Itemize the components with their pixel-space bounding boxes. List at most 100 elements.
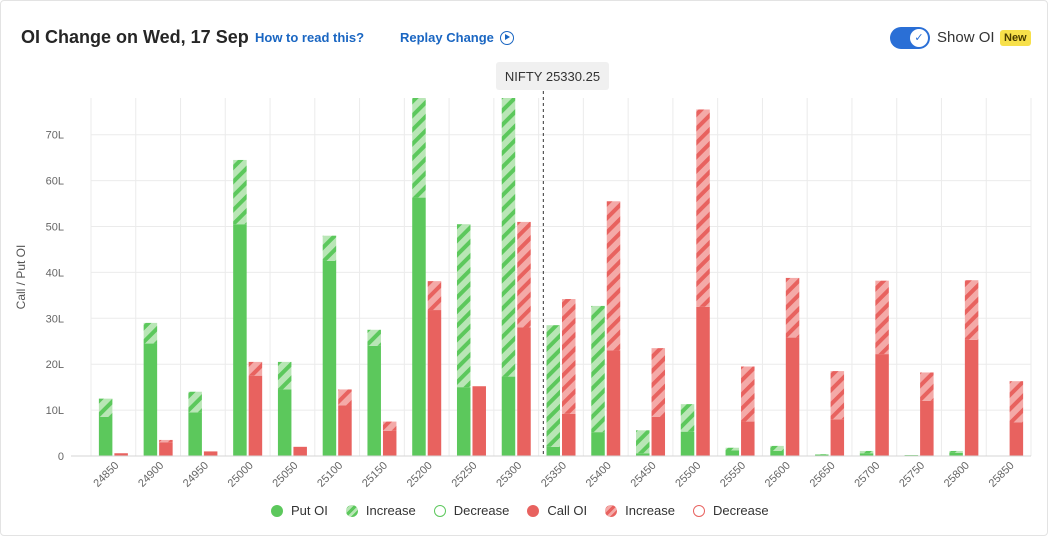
call-increase-segment[interactable] <box>248 361 263 376</box>
call-oi-bar[interactable] <box>427 310 442 456</box>
put-increase-segment[interactable] <box>367 329 381 346</box>
call-increase-segment[interactable] <box>741 366 755 422</box>
put-increase-segment[interactable] <box>277 361 292 390</box>
put-increase-segment[interactable] <box>456 224 471 388</box>
call-oi-bar[interactable] <box>785 337 800 456</box>
put-increase-segment[interactable] <box>546 325 561 447</box>
put-increase-segment[interactable] <box>680 404 695 432</box>
put-increase-segment[interactable] <box>770 445 784 451</box>
put-oi-bar[interactable] <box>98 416 113 456</box>
put-increase-segment[interactable] <box>501 98 516 377</box>
call-oi-bar[interactable] <box>472 386 486 456</box>
call-oi-bar[interactable] <box>875 354 889 456</box>
put-oi-bar[interactable] <box>636 453 650 456</box>
legend-item-call-solid[interactable]: Call OI <box>527 503 587 518</box>
chart-title: OI Change on Wed, 17 Sep <box>21 27 249 47</box>
put-increase-segment[interactable] <box>143 322 158 344</box>
put-increase-segment[interactable] <box>859 450 874 454</box>
put-oi-bar[interactable] <box>143 343 158 456</box>
x-tick-label: 25050 <box>270 460 300 490</box>
show-oi-toggle[interactable]: ✓ <box>890 27 930 49</box>
call-oi-bar[interactable] <box>830 419 845 456</box>
how-to-read-link[interactable]: How to read this? <box>255 30 365 45</box>
call-oi-bar[interactable] <box>1009 422 1024 456</box>
call-increase-segment[interactable] <box>606 201 621 351</box>
x-tick-label: 25500 <box>673 460 703 490</box>
legend-item-call-increase[interactable]: Increase <box>605 503 675 518</box>
put-increase-segment[interactable] <box>322 235 337 261</box>
x-tick-label: 25200 <box>405 460 435 490</box>
call-oi-bar[interactable] <box>517 327 531 456</box>
call-increase-segment[interactable] <box>830 371 845 420</box>
call-oi-bar[interactable] <box>114 453 128 456</box>
show-oi-label: Show OI <box>937 29 995 46</box>
put-oi-bar[interactable] <box>949 452 963 456</box>
call-increase-segment[interactable] <box>651 348 666 417</box>
call-oi-bar[interactable] <box>606 350 621 456</box>
call-increase-segment[interactable] <box>517 221 531 328</box>
call-oi-bar[interactable] <box>248 375 263 456</box>
put-oi-bar[interactable] <box>412 197 426 456</box>
y-tick-label: 20L <box>46 359 64 371</box>
put-increase-segment[interactable] <box>412 98 426 198</box>
put-oi-bar[interactable] <box>546 446 561 456</box>
call-increase-segment[interactable] <box>964 280 979 340</box>
call-increase-segment[interactable] <box>427 281 442 311</box>
put-oi-bar[interactable] <box>859 453 874 456</box>
x-tick-label: 25300 <box>494 460 524 490</box>
put-increase-segment[interactable] <box>949 450 963 453</box>
put-oi-bar[interactable] <box>277 389 292 456</box>
call-increase-segment[interactable] <box>338 389 352 406</box>
call-oi-bar[interactable] <box>964 339 979 456</box>
put-oi-bar[interactable] <box>367 345 381 456</box>
put-increase-segment[interactable] <box>725 447 740 451</box>
legend-swatch-icon <box>271 504 283 517</box>
legend-label: Increase <box>365 503 416 518</box>
call-oi-bar[interactable] <box>293 446 307 456</box>
call-oi-bar[interactable] <box>651 416 666 456</box>
call-oi-bar[interactable] <box>696 306 710 456</box>
put-oi-bar[interactable] <box>725 450 740 456</box>
x-tick-label: 25450 <box>629 460 659 490</box>
put-increase-segment[interactable] <box>591 305 605 433</box>
put-oi-bar[interactable] <box>233 224 247 456</box>
legend-item-put-decrease[interactable]: Decrease <box>433 503 509 518</box>
put-increase-segment[interactable] <box>636 430 650 454</box>
put-oi-bar[interactable] <box>591 432 605 456</box>
call-increase-segment[interactable] <box>875 280 889 355</box>
y-tick-label: 70L <box>46 130 64 142</box>
y-tick-label: 50L <box>46 222 64 234</box>
x-tick-label: 25550 <box>718 460 748 490</box>
call-oi-bar[interactable] <box>382 430 397 456</box>
legend-item-put-solid[interactable]: Put OI <box>271 503 328 518</box>
call-increase-segment[interactable] <box>920 372 934 401</box>
call-increase-segment[interactable] <box>696 109 710 307</box>
call-increase-segment[interactable] <box>159 439 173 443</box>
put-increase-segment[interactable] <box>188 391 202 413</box>
call-oi-bar[interactable] <box>562 413 576 456</box>
put-oi-bar[interactable] <box>188 412 202 456</box>
call-increase-segment[interactable] <box>562 299 576 414</box>
put-oi-bar[interactable] <box>501 376 516 456</box>
put-oi-bar[interactable] <box>815 454 829 456</box>
legend-item-call-decrease[interactable]: Decrease <box>692 503 769 518</box>
call-oi-bar[interactable] <box>159 442 173 456</box>
call-oi-bar[interactable] <box>741 421 755 456</box>
put-increase-segment[interactable] <box>233 159 247 225</box>
y-tick-label: 10L <box>46 405 64 417</box>
call-oi-bar[interactable] <box>920 400 934 456</box>
put-oi-bar[interactable] <box>322 260 337 456</box>
call-increase-segment[interactable] <box>382 421 397 431</box>
replay-change-button[interactable]: Replay Change <box>400 30 514 45</box>
call-increase-segment[interactable] <box>1009 381 1024 423</box>
call-increase-segment[interactable] <box>785 277 800 338</box>
put-oi-bar[interactable] <box>770 450 784 456</box>
put-increase-segment[interactable] <box>98 398 113 417</box>
put-oi-bar[interactable] <box>456 387 471 456</box>
call-oi-bar[interactable] <box>203 451 218 456</box>
put-oi-bar[interactable] <box>680 431 695 456</box>
legend-item-put-increase[interactable]: Increase <box>345 503 416 518</box>
play-icon <box>499 30 514 45</box>
call-oi-bar[interactable] <box>338 405 352 456</box>
